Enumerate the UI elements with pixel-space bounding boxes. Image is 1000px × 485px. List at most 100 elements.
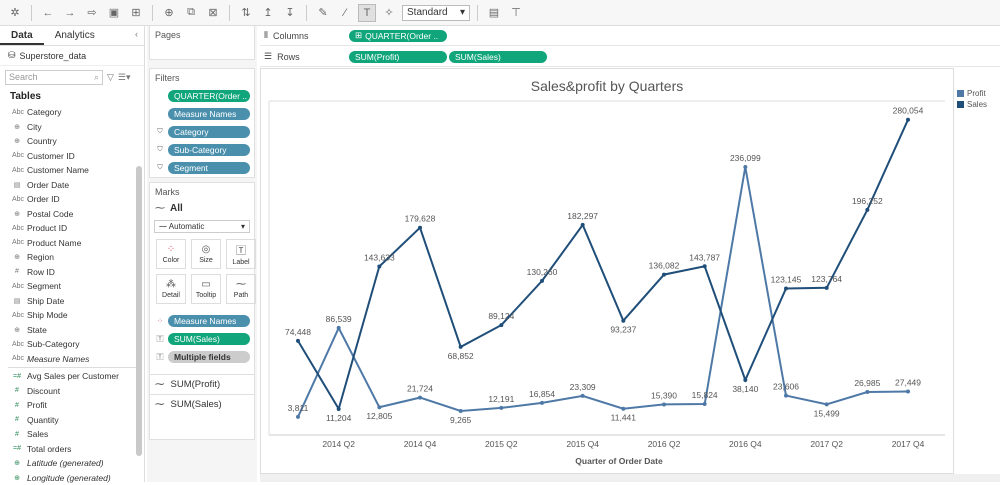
clear-sheet-icon[interactable]: ⊠ (204, 4, 222, 22)
pin-axes-icon[interactable]: ✧ (380, 4, 398, 22)
marks-measure-sales[interactable]: ⁓ SUM(Sales) (150, 394, 254, 414)
sort-descending-icon[interactable]: ↧ (281, 4, 299, 22)
new-worksheet-icon[interactable]: ⊕ (160, 4, 178, 22)
save-icon[interactable]: ▣ (105, 4, 123, 22)
data-point-profit[interactable] (377, 405, 381, 409)
group-icon[interactable]: ⁄ (336, 4, 354, 22)
path-button[interactable]: ⁓Path (226, 274, 256, 304)
columns-shelf[interactable]: ⦀ Columns ⊞ QUARTER(Order .. (260, 26, 1000, 46)
filter-pill[interactable]: Category (168, 126, 250, 138)
filter-pill[interactable]: QUARTER(Order .. (168, 90, 250, 102)
data-point-profit[interactable] (906, 389, 910, 393)
field-item[interactable]: =#Total orders (0, 442, 144, 457)
field-item[interactable]: #Row ID (0, 265, 144, 280)
marks-pill[interactable]: SUM(Sales) (168, 333, 250, 345)
fit-select[interactable]: Standard ▾ (402, 5, 470, 21)
data-point-sales[interactable] (865, 208, 869, 212)
filter-pill[interactable]: Segment (168, 162, 250, 174)
field-item[interactable]: ⊕City (0, 120, 144, 135)
data-point-sales[interactable] (540, 279, 544, 283)
series-line-sales[interactable] (298, 120, 908, 409)
color-button[interactable]: ⁘Color (156, 239, 186, 269)
tab-analytics[interactable]: Analytics (44, 26, 106, 45)
field-item[interactable]: ▤Order Date (0, 178, 144, 193)
highlight-icon[interactable]: ✎ (314, 4, 332, 22)
field-item[interactable]: ⊕Longitude (generated) (0, 471, 144, 485)
field-item[interactable]: =#Avg Sales per Customer (0, 369, 144, 384)
field-item[interactable]: ⊕Region (0, 250, 144, 265)
data-point-profit[interactable] (459, 409, 463, 413)
filter-pill[interactable]: Measure Names (168, 108, 250, 120)
data-point-sales[interactable] (418, 226, 422, 230)
show-cards-icon[interactable]: ▤ (485, 4, 503, 22)
data-point-profit[interactable] (296, 415, 300, 419)
data-point-sales[interactable] (621, 319, 625, 323)
tab-data[interactable]: Data (0, 26, 44, 45)
new-datasource-icon[interactable]: ⊞ (127, 4, 145, 22)
field-item[interactable]: #Discount (0, 384, 144, 399)
detail-button[interactable]: ⁂Detail (156, 274, 186, 304)
columns-pill[interactable]: ⊞ QUARTER(Order .. (349, 30, 447, 42)
rows-shelf[interactable]: ☰ Rows SUM(Profit) SUM(Sales) (260, 47, 1000, 67)
size-button[interactable]: ◎Size (191, 239, 221, 269)
field-item[interactable]: ⊕Postal Code (0, 207, 144, 222)
rows-pill-profit[interactable]: SUM(Profit) (349, 51, 447, 63)
presentation-mode-icon[interactable]: ⊤ (507, 4, 525, 22)
data-point-sales[interactable] (337, 407, 341, 411)
field-list-scrollbar[interactable] (136, 166, 142, 456)
data-point-profit[interactable] (743, 165, 747, 169)
show-labels-icon[interactable]: T (358, 4, 376, 22)
marks-all-row[interactable]: ⁓ All (150, 201, 254, 218)
data-point-profit[interactable] (621, 407, 625, 411)
field-item[interactable]: ▤Ship Date (0, 294, 144, 309)
data-point-sales[interactable] (581, 223, 585, 227)
field-item[interactable]: #Sales (0, 427, 144, 442)
filter-pill[interactable]: Sub-Category (168, 144, 250, 156)
undo-icon[interactable]: ← (39, 4, 57, 22)
data-point-profit[interactable] (703, 402, 707, 406)
data-point-profit[interactable] (865, 390, 869, 394)
marks-pill[interactable]: Measure Names (168, 315, 250, 327)
series-line-profit[interactable] (298, 167, 908, 417)
data-point-profit[interactable] (825, 402, 829, 406)
search-input[interactable]: Search ⌕ (5, 70, 103, 85)
data-point-profit[interactable] (540, 401, 544, 405)
data-point-profit[interactable] (418, 396, 422, 400)
field-item[interactable]: ⊕Country (0, 134, 144, 149)
field-item[interactable]: #Quantity (0, 413, 144, 428)
legend-item-sales[interactable]: Sales (957, 99, 1000, 110)
marks-pill[interactable]: Multiple fields (168, 351, 250, 363)
data-point-sales[interactable] (906, 118, 910, 122)
marks-measure-profit[interactable]: ⁓ SUM(Profit) (150, 374, 254, 394)
data-point-sales[interactable] (377, 264, 381, 268)
data-point-sales[interactable] (459, 345, 463, 349)
data-point-sales[interactable] (662, 273, 666, 277)
filter-icon[interactable]: ▽ (107, 72, 114, 83)
redo-icon[interactable]: → (61, 4, 79, 22)
data-point-profit[interactable] (337, 326, 341, 330)
swap-axes-icon[interactable]: ⇅ (237, 4, 255, 22)
rows-pill-sales[interactable]: SUM(Sales) (449, 51, 547, 63)
data-point-profit[interactable] (784, 394, 788, 398)
view-options-icon[interactable]: ☰▾ (118, 72, 131, 83)
data-point-sales[interactable] (784, 287, 788, 291)
datasource-item[interactable]: ⛁ Superstore_data (0, 46, 144, 66)
tooltip-button[interactable]: ▭Tooltip (191, 274, 221, 304)
replay-icon[interactable]: ⇨ (83, 4, 101, 22)
duplicate-sheet-icon[interactable]: ⧉ (182, 4, 200, 22)
data-point-sales[interactable] (743, 378, 747, 382)
data-point-profit[interactable] (581, 394, 585, 398)
field-item[interactable]: ⊕State (0, 323, 144, 338)
data-point-sales[interactable] (825, 286, 829, 290)
